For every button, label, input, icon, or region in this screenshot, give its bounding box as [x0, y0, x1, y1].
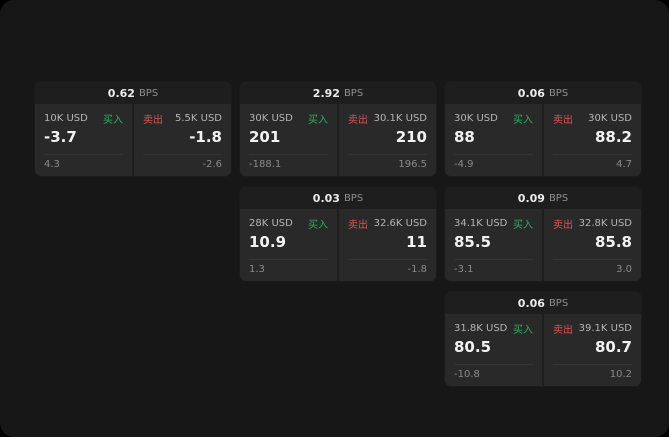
spread-unit: BPS	[138, 87, 159, 99]
sell-delta: -2.6	[143, 154, 222, 170]
buy-panel[interactable]: 30K USD 买入 201 -188.1	[240, 104, 337, 176]
spread-value: 0.09	[517, 191, 545, 205]
sell-amount: 39.1K USD	[578, 323, 632, 334]
buy-amount: 34.1K USD	[454, 218, 508, 229]
buy-delta: -188.1	[249, 154, 328, 170]
buy-delta: -4.9	[454, 154, 533, 170]
sell-price: -1.8	[189, 128, 222, 146]
sell-panel[interactable]: 卖出 39.1K USD 80.7 10.2	[544, 314, 641, 386]
spread-header: 0.03 BPS	[240, 187, 436, 209]
buy-panel[interactable]: 31.8K USD 买入 80.5 -10.8	[445, 314, 542, 386]
sell-amount: 30K USD	[588, 113, 632, 124]
quote-card: 0.09 BPS 34.1K USD 买入 85.5 -3.1 卖出 32.8K…	[445, 187, 641, 281]
buy-amount: 30K USD	[454, 113, 498, 124]
spread-header: 0.62 BPS	[35, 82, 231, 104]
sell-panel[interactable]: 卖出 32.6K USD 11 -1.8	[339, 209, 436, 281]
buy-panel[interactable]: 28K USD 买入 10.9 1.3	[240, 209, 337, 281]
buy-price: 85.5	[454, 233, 492, 251]
spread-value: 0.62	[107, 86, 135, 100]
buy-panel[interactable]: 30K USD 买入 88 -4.9	[445, 104, 542, 176]
sell-amount: 30.1K USD	[373, 113, 427, 124]
sell-delta: 196.5	[348, 154, 427, 170]
spread-value: 0.06	[517, 86, 545, 100]
buy-label: 买入	[513, 115, 533, 126]
quote-grid: 0.62 BPS 10K USD 买入 -3.7 4.3 卖出 5.5K USD	[35, 82, 641, 386]
buy-price: 201	[249, 128, 281, 146]
quote-card: 0.06 BPS 30K USD 买入 88 -4.9 卖出 30K USD	[445, 82, 641, 176]
sell-price: 11	[406, 233, 427, 251]
buy-price: -3.7	[44, 128, 77, 146]
spread-value: 0.03	[312, 191, 340, 205]
quote-card: 2.92 BPS 30K USD 买入 201 -188.1 卖出 30.1K …	[240, 82, 436, 176]
buy-delta: -10.8	[454, 364, 533, 380]
sell-delta: -1.8	[348, 259, 427, 275]
buy-delta: -3.1	[454, 259, 533, 275]
sell-price: 80.7	[594, 338, 632, 356]
buy-amount: 30K USD	[249, 113, 293, 124]
buy-amount: 28K USD	[249, 218, 293, 229]
buy-price: 10.9	[249, 233, 287, 251]
spread-unit: BPS	[343, 87, 364, 99]
spread-unit: BPS	[548, 87, 569, 99]
sell-delta: 4.7	[553, 154, 632, 170]
quote-card: 0.06 BPS 31.8K USD 买入 80.5 -10.8 卖出 39.1…	[445, 292, 641, 386]
sell-amount: 32.6K USD	[373, 218, 427, 229]
spread-header: 0.06 BPS	[445, 292, 641, 314]
sell-delta: 10.2	[553, 364, 632, 380]
buy-amount: 10K USD	[44, 113, 88, 124]
sell-price: 210	[395, 128, 427, 146]
sell-label: 卖出	[143, 115, 163, 126]
spread-value: 2.92	[312, 86, 340, 100]
buy-panel[interactable]: 10K USD 买入 -3.7 4.3	[35, 104, 132, 176]
sell-panel[interactable]: 卖出 30K USD 88.2 4.7	[544, 104, 641, 176]
sell-delta: 3.0	[553, 259, 632, 275]
buy-label: 买入	[513, 220, 533, 231]
sell-label: 卖出	[553, 220, 573, 231]
buy-panel[interactable]: 34.1K USD 买入 85.5 -3.1	[445, 209, 542, 281]
buy-amount: 31.8K USD	[454, 323, 508, 334]
sell-panel[interactable]: 卖出 32.8K USD 85.8 3.0	[544, 209, 641, 281]
sell-panel[interactable]: 卖出 5.5K USD -1.8 -2.6	[134, 104, 231, 176]
sell-label: 卖出	[348, 115, 368, 126]
spread-unit: BPS	[548, 192, 569, 204]
sell-panel[interactable]: 卖出 30.1K USD 210 196.5	[339, 104, 436, 176]
buy-price: 88	[454, 128, 475, 146]
sell-label: 卖出	[348, 220, 368, 231]
sell-amount: 32.8K USD	[578, 218, 632, 229]
spread-unit: BPS	[548, 297, 569, 309]
buy-label: 买入	[308, 220, 328, 231]
sell-label: 卖出	[553, 325, 573, 336]
spread-header: 2.92 BPS	[240, 82, 436, 104]
sell-label: 卖出	[553, 115, 573, 126]
buy-delta: 4.3	[44, 154, 123, 170]
buy-label: 买入	[103, 115, 123, 126]
buy-label: 买入	[308, 115, 328, 126]
spread-header: 0.06 BPS	[445, 82, 641, 104]
spread-value: 0.06	[517, 296, 545, 310]
spread-unit: BPS	[343, 192, 364, 204]
buy-delta: 1.3	[249, 259, 328, 275]
sell-price: 88.2	[594, 128, 632, 146]
sell-price: 85.8	[594, 233, 632, 251]
buy-label: 买入	[513, 325, 533, 336]
sell-amount: 5.5K USD	[174, 113, 222, 124]
quote-card: 0.03 BPS 28K USD 买入 10.9 1.3 卖出 32.6K US…	[240, 187, 436, 281]
buy-price: 80.5	[454, 338, 492, 356]
quote-card: 0.62 BPS 10K USD 买入 -3.7 4.3 卖出 5.5K USD	[35, 82, 231, 176]
spread-header: 0.09 BPS	[445, 187, 641, 209]
